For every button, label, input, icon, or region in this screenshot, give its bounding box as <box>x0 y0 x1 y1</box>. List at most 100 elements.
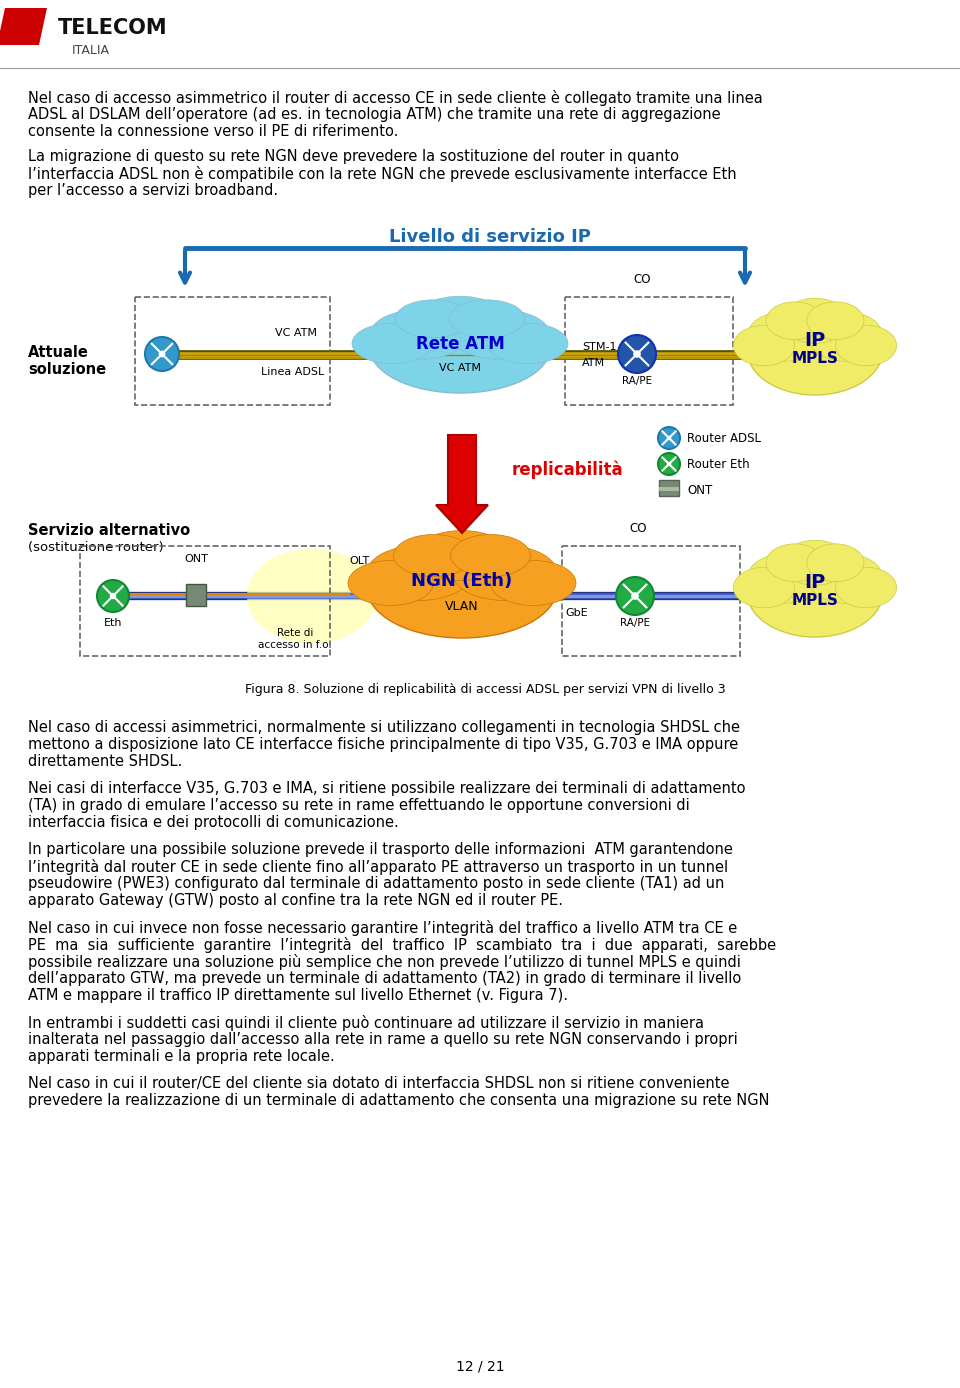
Circle shape <box>634 350 641 358</box>
Bar <box>186 584 206 607</box>
Text: Servizio alternativo: Servizio alternativo <box>28 523 190 539</box>
Text: soluzione: soluzione <box>28 362 107 378</box>
Text: 12 / 21: 12 / 21 <box>456 1360 504 1374</box>
Text: IP: IP <box>804 572 826 591</box>
Text: STM-1: STM-1 <box>582 341 616 353</box>
Ellipse shape <box>781 540 849 586</box>
FancyArrow shape <box>436 434 488 533</box>
Text: GbE: GbE <box>565 608 588 618</box>
Ellipse shape <box>367 545 471 601</box>
Ellipse shape <box>781 298 849 343</box>
Ellipse shape <box>747 554 822 604</box>
Text: inalterata nel passaggio dall’accesso alla rete in rame a quello su rete NGN con: inalterata nel passaggio dall’accesso al… <box>28 1033 737 1047</box>
Text: In entrambi i suddetti casi quindi il cliente può continuare ad utilizzare il se: In entrambi i suddetti casi quindi il cl… <box>28 1015 704 1031</box>
Ellipse shape <box>415 296 505 341</box>
Text: Rete ATM: Rete ATM <box>416 335 504 353</box>
Circle shape <box>616 577 654 615</box>
Ellipse shape <box>352 323 433 364</box>
Text: direttamente SHDSL.: direttamente SHDSL. <box>28 754 182 769</box>
Ellipse shape <box>733 325 795 366</box>
Text: Figura 8. Soluzione di replicabilità di accessi ADSL per servizi VPN di livello : Figura 8. Soluzione di replicabilità di … <box>245 683 726 695</box>
Ellipse shape <box>835 568 897 608</box>
Circle shape <box>667 462 671 466</box>
Bar <box>562 545 740 657</box>
Text: Nel caso in cui il router/CE del cliente sia dotato di interfaccia SHDSL non si : Nel caso in cui il router/CE del cliente… <box>28 1076 730 1091</box>
Text: consente la connessione verso il PE di riferimento.: consente la connessione verso il PE di r… <box>28 124 398 139</box>
Text: PE  ma  sia  sufficiente  garantire  l’integrità  del  traffico  IP  scambiato  : PE ma sia sufficiente garantire l’integr… <box>28 937 776 954</box>
Polygon shape <box>0 8 27 44</box>
Ellipse shape <box>808 554 883 604</box>
Text: Nel caso di accesso asimmetrico il router di accesso CE in sede cliente è colleg: Nel caso di accesso asimmetrico il route… <box>28 90 763 105</box>
Text: VLAN: VLAN <box>445 600 479 612</box>
Ellipse shape <box>396 300 470 337</box>
Text: TELECOM: TELECOM <box>58 18 168 37</box>
Text: MPLS: MPLS <box>792 351 838 365</box>
Text: ADSL al DSLAM dell’operatore (ad es. in tecnologia ATM) che tramite una rete di : ADSL al DSLAM dell’operatore (ad es. in … <box>28 107 721 122</box>
Text: Nel caso di accessi asimmetrici, normalmente si utilizzano collegamenti in tecno: Nel caso di accessi asimmetrici, normalm… <box>28 720 740 736</box>
Circle shape <box>145 337 179 371</box>
Ellipse shape <box>370 303 550 393</box>
Ellipse shape <box>487 323 568 364</box>
Ellipse shape <box>806 544 864 582</box>
Text: (sostituzione router): (sostituzione router) <box>28 541 163 554</box>
Ellipse shape <box>247 548 377 644</box>
Ellipse shape <box>766 301 823 340</box>
Text: Router Eth: Router Eth <box>687 458 750 471</box>
Text: Router ADSL: Router ADSL <box>687 432 761 444</box>
Ellipse shape <box>747 547 883 637</box>
Text: ONT: ONT <box>184 554 208 564</box>
Ellipse shape <box>733 568 795 608</box>
Ellipse shape <box>806 301 864 340</box>
Circle shape <box>632 593 638 600</box>
Bar <box>659 487 679 491</box>
Ellipse shape <box>415 530 510 580</box>
Ellipse shape <box>835 325 897 366</box>
Circle shape <box>158 351 165 357</box>
Text: Eth: Eth <box>104 618 122 627</box>
Ellipse shape <box>452 545 557 601</box>
Ellipse shape <box>449 300 525 337</box>
Ellipse shape <box>367 539 557 638</box>
Polygon shape <box>17 8 47 44</box>
Text: Nei casi di interfacce V35, G.703 e IMA, si ritiene possibile realizzare dei ter: Nei casi di interfacce V35, G.703 e IMA,… <box>28 781 746 795</box>
Bar <box>80 545 330 657</box>
Circle shape <box>667 436 671 440</box>
Ellipse shape <box>747 312 822 361</box>
Text: possibile realizzare una soluzione più semplice che non prevede l’utilizzo di tu: possibile realizzare una soluzione più s… <box>28 954 741 970</box>
Text: Nel caso in cui invece non fosse necessario garantire l’integrità del traffico a: Nel caso in cui invece non fosse necessa… <box>28 920 737 936</box>
Text: OLT: OLT <box>349 557 370 566</box>
Text: apparati terminali e la propria rete locale.: apparati terminali e la propria rete loc… <box>28 1049 335 1065</box>
Text: Livello di servizio IP: Livello di servizio IP <box>389 228 591 246</box>
Text: RA/PE: RA/PE <box>622 376 652 386</box>
Text: In particolare una possibile soluzione prevede il trasporto delle informazioni  : In particolare una possibile soluzione p… <box>28 843 732 856</box>
Text: apparato Gateway (GTW) posto al confine tra la rete NGN ed il router PE.: apparato Gateway (GTW) posto al confine … <box>28 892 563 908</box>
Ellipse shape <box>766 544 823 582</box>
Text: interfaccia fisica e dei protocolli di comunicazione.: interfaccia fisica e dei protocolli di c… <box>28 815 398 830</box>
Circle shape <box>658 452 680 475</box>
Polygon shape <box>7 8 37 44</box>
Circle shape <box>97 580 129 612</box>
Text: Attuale: Attuale <box>28 346 89 359</box>
Text: l’integrità dal router CE in sede cliente fino all’apparato PE attraverso un tra: l’integrità dal router CE in sede client… <box>28 859 728 874</box>
Ellipse shape <box>808 312 883 361</box>
Circle shape <box>658 428 680 448</box>
Ellipse shape <box>450 534 530 576</box>
Text: per l’accesso a servizi broadband.: per l’accesso a servizi broadband. <box>28 183 278 198</box>
Text: RA/PE: RA/PE <box>620 618 650 627</box>
Text: mettono a disposizione lato CE interfacce fisiche principalmente di tipo V35, G.: mettono a disposizione lato CE interfacc… <box>28 737 738 752</box>
Text: ATM e mappare il traffico IP direttamente sul livello Ethernet (v. Figura 7).: ATM e mappare il traffico IP direttament… <box>28 988 568 1004</box>
Text: Rete di
accesso in f.o.: Rete di accesso in f.o. <box>258 627 332 650</box>
Text: CO: CO <box>629 522 647 534</box>
Text: (TA) in grado di emulare l’accesso su rete in rame effettuando le opportune conv: (TA) in grado di emulare l’accesso su re… <box>28 798 689 813</box>
Circle shape <box>618 335 656 373</box>
Text: l’interfaccia ADSL non è compatibile con la rete NGN che prevede esclusivamente : l’interfaccia ADSL non è compatibile con… <box>28 167 736 182</box>
Text: ONT: ONT <box>687 483 712 497</box>
Text: dell’apparato GTW, ma prevede un terminale di adattamento (TA2) in grado di term: dell’apparato GTW, ma prevede un termina… <box>28 972 741 985</box>
Ellipse shape <box>394 534 473 576</box>
Bar <box>0 0 200 65</box>
Ellipse shape <box>370 310 469 359</box>
Bar <box>135 297 330 405</box>
Text: IP: IP <box>804 330 826 350</box>
Text: NGN (Eth): NGN (Eth) <box>412 572 513 590</box>
Ellipse shape <box>747 305 883 396</box>
